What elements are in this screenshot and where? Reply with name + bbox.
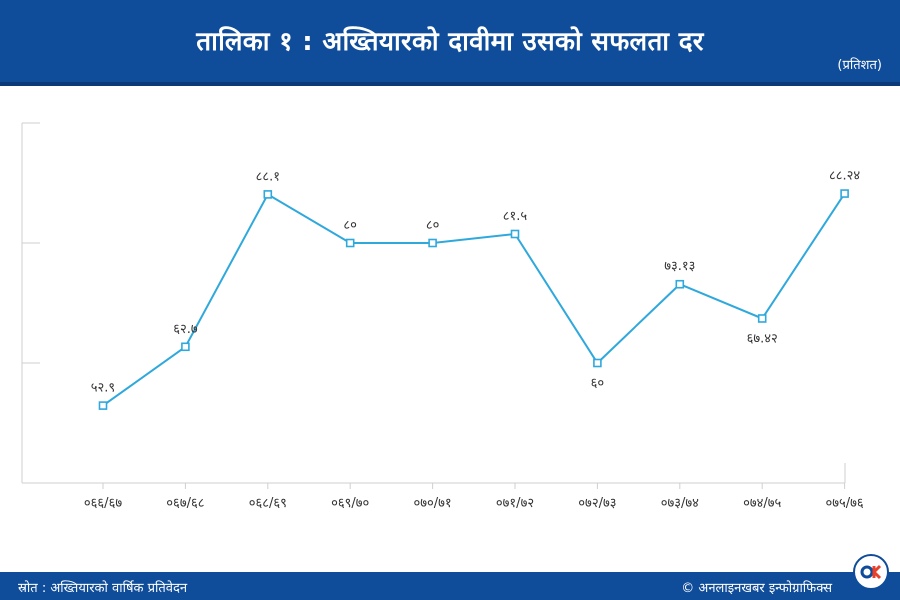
x-tick-label-2: ०६८/६९ [249, 496, 287, 511]
data-label-4: ८० [426, 218, 440, 233]
x-tick-label-1: ०६७/६८ [166, 496, 204, 511]
x-tick-label-9: ०७५/७६ [826, 496, 864, 511]
data-label-2: ८८.१ [256, 169, 280, 184]
data-label-7: ७३.१३ [664, 259, 695, 274]
data-point-7 [675, 279, 685, 289]
x-tick-label-8: ०७४/७५ [743, 496, 781, 511]
data-label-0: ५२.९ [91, 381, 115, 396]
data-point-0 [98, 401, 108, 410]
footer-bar: स्रोत : अख्तियारको वार्षिक प्रतिवेदन © अ… [0, 572, 900, 600]
chart-title: तालिका १ : अख्तियारको दावीमा उसको सफलता … [196, 27, 704, 57]
line-chart: ५२.९ ६२.७ ८८.१ ८० ८० ८१.५ ६० ७३.१३ ६७.४२ ८८.२४ ०६६… [21, 122, 864, 511]
plot-area: ५२.९ ६२.७ ८८.१ ८० ८० ८१.५ ६० ७३.१३ ६७.४२ ८८.२४ ०६६… [0, 86, 900, 570]
header-bar [0, 0, 900, 82]
logo-icon [860, 564, 882, 580]
series-line [102, 193, 846, 407]
data-point-1 [181, 342, 190, 352]
data-point-4 [428, 238, 437, 248]
data-point-5 [510, 229, 520, 239]
x-tick-label-6: ०७२/७३ [578, 496, 616, 511]
x-tick-label-3: ०६९/७० [331, 496, 369, 511]
data-label-1: ६२.७ [173, 322, 198, 337]
data-label-8: ६७.४२ [747, 331, 778, 346]
unit-label: (प्रतिशत) [837, 58, 882, 73]
data-label-9: ८८.२४ [829, 169, 860, 184]
source-text: स्रोत : अख्तियारको वार्षिक प्रतिवेदन [18, 581, 188, 596]
onlinekhabar-logo [853, 554, 889, 590]
x-tick-label-7: ०७३/७४ [661, 496, 699, 511]
header-divider [0, 82, 900, 86]
data-label-3: ८० [343, 218, 357, 233]
data-point-2 [263, 190, 273, 199]
credit-text: © अनलाइनखबर इन्फोग्राफिक्स [681, 581, 832, 596]
x-tick-label-4: ०७०/७१ [414, 496, 452, 511]
data-label-6: ६० [591, 376, 605, 391]
data-label-5: ८१.५ [503, 209, 528, 224]
data-point-6 [593, 358, 602, 368]
data-point-9 [840, 189, 849, 198]
data-point-3 [345, 238, 355, 248]
x-tick-label-5: ०७१/७२ [496, 496, 534, 511]
x-tick-label-0: ०६६/६७ [84, 496, 122, 511]
data-point-8 [757, 314, 767, 323]
